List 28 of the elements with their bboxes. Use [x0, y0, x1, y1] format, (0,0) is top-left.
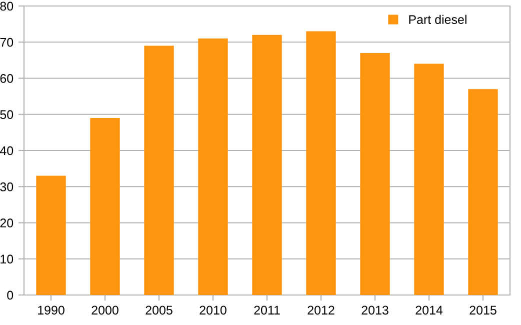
y-tick-label: 0 — [7, 290, 14, 300]
bar — [36, 176, 66, 295]
y-tick-label: 10 — [0, 254, 14, 264]
y-tick-label: 70 — [0, 38, 14, 47]
x-tick-label: 2012 — [308, 306, 334, 315]
x-tick-label: 2013 — [362, 306, 388, 315]
y-tick-label: 20 — [0, 218, 14, 228]
bar — [414, 64, 444, 295]
x-tick-label: 1990 — [38, 306, 64, 315]
bar — [144, 46, 174, 295]
bar — [468, 89, 498, 295]
bar — [306, 31, 336, 295]
x-tick-label: 2010 — [200, 306, 226, 315]
bar — [252, 34, 282, 295]
y-tick-label: 30 — [0, 182, 14, 192]
legend-label: Part diesel — [409, 14, 466, 24]
bar — [90, 118, 120, 295]
x-tick-label: 2005 — [146, 306, 172, 315]
y-tick-label: 50 — [0, 110, 14, 120]
x-tick-label: 2000 — [92, 306, 118, 315]
bar — [198, 38, 228, 295]
y-tick-label: 60 — [0, 74, 14, 83]
x-tick-label: 2015 — [470, 306, 496, 315]
y-tick-label: 40 — [0, 146, 14, 156]
y-tick-label: 80 — [0, 2, 14, 11]
x-tick-label: 2014 — [416, 306, 443, 315]
bar — [360, 52, 390, 295]
x-tick-label: 2011 — [254, 306, 280, 315]
